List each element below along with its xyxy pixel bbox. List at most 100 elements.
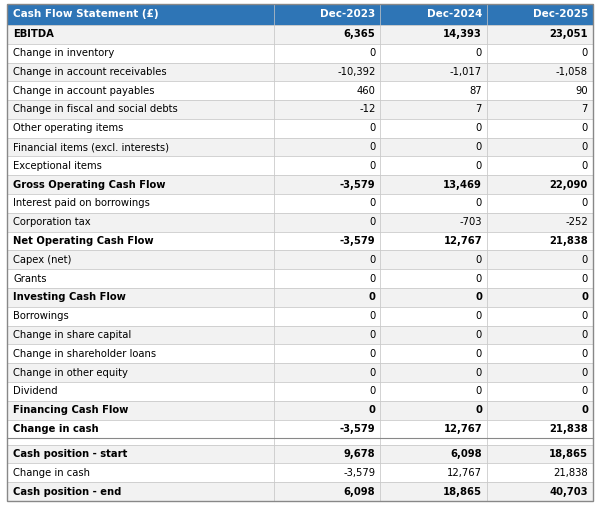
Bar [487, 194, 593, 213]
Bar [274, 269, 380, 288]
Text: 40,703: 40,703 [550, 486, 588, 496]
Text: -703: -703 [460, 217, 482, 227]
Text: -10,392: -10,392 [337, 67, 376, 77]
Text: -252: -252 [565, 217, 588, 227]
Bar [487, 213, 593, 232]
Bar [274, 482, 380, 501]
Text: Change in other equity: Change in other equity [13, 368, 128, 378]
Bar [7, 194, 274, 213]
Text: 0: 0 [582, 311, 588, 321]
Text: Cash position - start: Cash position - start [13, 449, 128, 459]
Bar [487, 138, 593, 157]
Bar [7, 288, 274, 307]
Text: 0: 0 [476, 161, 482, 171]
Bar [274, 250, 380, 269]
Bar [7, 100, 274, 119]
Text: 0: 0 [582, 386, 588, 396]
Bar [7, 482, 274, 501]
Text: -12: -12 [359, 105, 376, 115]
Text: 90: 90 [575, 86, 588, 95]
Bar [274, 100, 380, 119]
Bar [487, 250, 593, 269]
Bar [487, 100, 593, 119]
Bar [274, 213, 380, 232]
Bar [274, 344, 380, 363]
Bar [487, 464, 593, 482]
Text: 0: 0 [582, 198, 588, 209]
Bar [380, 363, 487, 382]
Bar [487, 232, 593, 250]
Text: 0: 0 [581, 292, 588, 302]
Text: 0: 0 [582, 274, 588, 284]
Bar [7, 269, 274, 288]
Text: Financing Cash Flow: Financing Cash Flow [13, 405, 128, 415]
Bar [487, 81, 593, 100]
Bar [274, 232, 380, 250]
Bar [7, 213, 274, 232]
Text: 22,090: 22,090 [550, 180, 588, 190]
Text: 21,838: 21,838 [553, 468, 588, 478]
Text: 23,051: 23,051 [550, 29, 588, 39]
Text: Change in cash: Change in cash [13, 424, 99, 434]
Text: Net Operating Cash Flow: Net Operating Cash Flow [13, 236, 154, 246]
Text: 0: 0 [582, 161, 588, 171]
Bar [380, 288, 487, 307]
Text: 21,838: 21,838 [549, 236, 588, 246]
Text: 0: 0 [582, 368, 588, 378]
Text: Investing Cash Flow: Investing Cash Flow [13, 292, 126, 302]
Bar [380, 194, 487, 213]
Bar [7, 326, 274, 344]
Bar [487, 25, 593, 44]
Bar [380, 464, 487, 482]
Bar [487, 269, 593, 288]
Text: 0: 0 [476, 198, 482, 209]
Text: 0: 0 [475, 405, 482, 415]
Bar [487, 344, 593, 363]
Text: 0: 0 [369, 368, 376, 378]
Text: 0: 0 [369, 330, 376, 340]
Bar [380, 269, 487, 288]
Bar [487, 63, 593, 81]
Bar [274, 420, 380, 438]
Bar [274, 81, 380, 100]
Bar [487, 401, 593, 420]
Bar [380, 232, 487, 250]
Text: 0: 0 [476, 311, 482, 321]
Bar [487, 326, 593, 344]
Bar [7, 250, 274, 269]
Text: 0: 0 [369, 386, 376, 396]
Bar [487, 4, 593, 25]
Text: Change in shareholder loans: Change in shareholder loans [13, 349, 157, 359]
Bar [7, 307, 274, 326]
Bar [7, 44, 274, 63]
Text: 7: 7 [476, 105, 482, 115]
Text: 0: 0 [369, 255, 376, 265]
Text: -3,579: -3,579 [340, 236, 376, 246]
Bar [7, 157, 274, 175]
Bar [274, 119, 380, 138]
Text: 0: 0 [476, 330, 482, 340]
Text: Borrowings: Borrowings [13, 311, 69, 321]
Bar [7, 138, 274, 157]
Text: 18,865: 18,865 [549, 449, 588, 459]
Text: 460: 460 [356, 86, 376, 95]
Bar [487, 482, 593, 501]
Text: 0: 0 [476, 48, 482, 58]
Text: 14,393: 14,393 [443, 29, 482, 39]
Bar [7, 81, 274, 100]
Bar [274, 157, 380, 175]
Text: 0: 0 [476, 274, 482, 284]
Bar [7, 4, 274, 25]
Text: -3,579: -3,579 [343, 468, 376, 478]
Bar [380, 63, 487, 81]
Text: Cash position - end: Cash position - end [13, 486, 122, 496]
Bar [487, 307, 593, 326]
Text: -1,017: -1,017 [450, 67, 482, 77]
Bar [380, 4, 487, 25]
Text: 0: 0 [369, 142, 376, 152]
Text: EBITDA: EBITDA [13, 29, 54, 39]
Text: 12,767: 12,767 [447, 468, 482, 478]
Text: 0: 0 [369, 198, 376, 209]
Text: 0: 0 [368, 405, 376, 415]
Text: Interest paid on borrowings: Interest paid on borrowings [13, 198, 150, 209]
